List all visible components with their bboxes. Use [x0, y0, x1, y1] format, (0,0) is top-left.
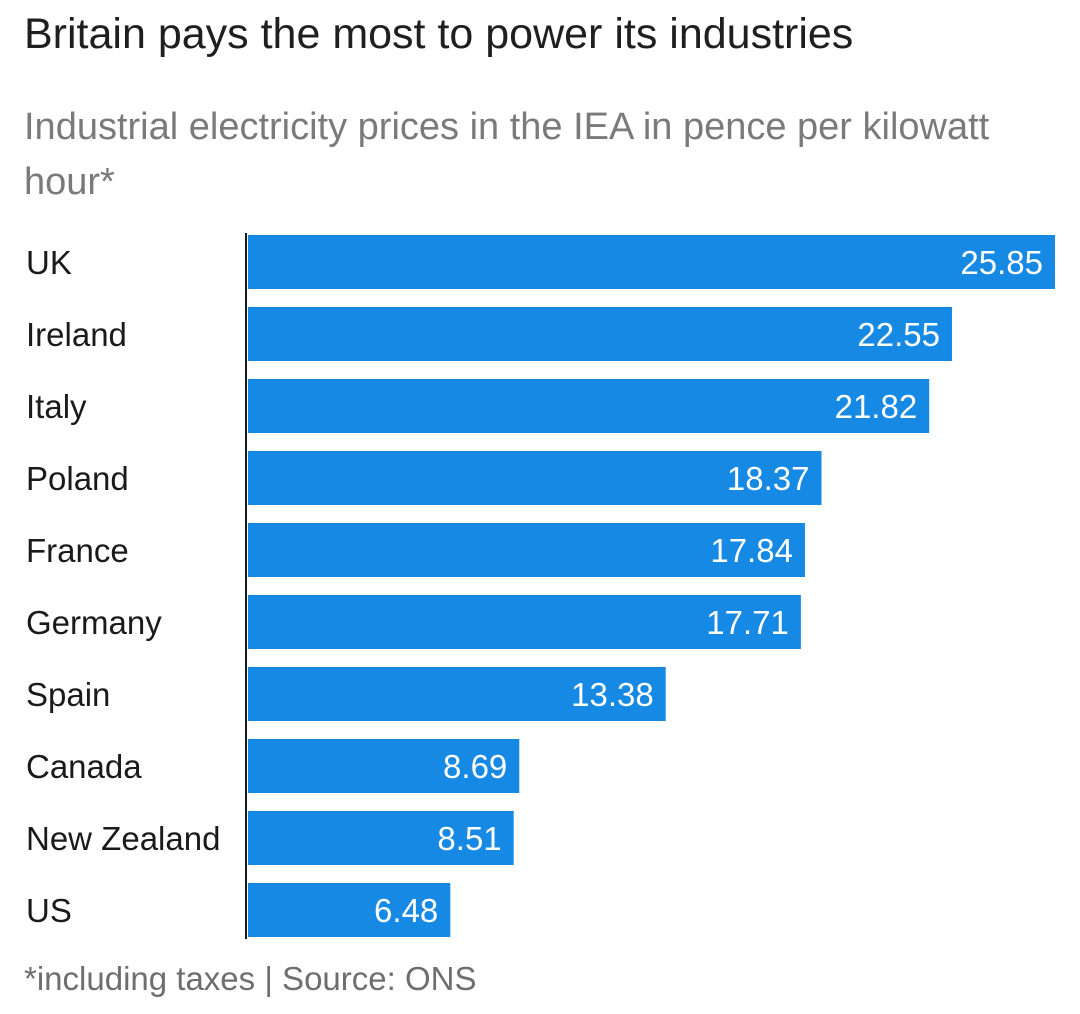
chart-subtitle: Industrial electricity prices in the IEA… — [24, 106, 990, 203]
bar — [248, 667, 666, 721]
bar — [248, 523, 805, 577]
bar-value-label: 17.84 — [710, 532, 793, 569]
category-label: Ireland — [26, 316, 127, 353]
bar — [248, 739, 520, 793]
bar — [248, 235, 1055, 289]
category-label: US — [26, 892, 72, 929]
bar-value-label: 25.85 — [960, 244, 1043, 281]
bar-value-label: 8.51 — [437, 820, 501, 857]
category-label: New Zealand — [26, 820, 220, 857]
bar — [248, 451, 822, 505]
category-label: Germany — [26, 604, 162, 641]
category-label: France — [26, 532, 129, 569]
bar-value-label: 17.71 — [706, 604, 789, 641]
bar — [248, 595, 801, 649]
bar-value-label: 21.82 — [835, 388, 918, 425]
category-label: Spain — [26, 676, 110, 713]
chart-title: Britain pays the most to power its indus… — [24, 10, 854, 58]
bar — [248, 883, 451, 937]
bar — [248, 811, 514, 865]
bar-chart: UK 25.85 Ireland 22.55 Italy 21.82 Poland 18.37… — [0, 225, 1080, 945]
category-label: Canada — [26, 748, 142, 785]
bar-value-label: 18.37 — [727, 460, 810, 497]
category-label: Italy — [26, 388, 87, 425]
bar-value-label: 6.48 — [374, 892, 438, 929]
bar-value-label: 8.69 — [443, 748, 507, 785]
bar-value-label: 22.55 — [857, 316, 940, 353]
bar — [248, 379, 930, 433]
bar-value-label: 13.38 — [571, 676, 654, 713]
category-label: Poland — [26, 460, 129, 497]
category-label: UK — [26, 244, 72, 281]
bar-chart-svg: UK 25.85 Ireland 22.55 Italy 21.82 Poland 18.37… — [26, 233, 1055, 939]
bar — [248, 307, 952, 361]
footnote-source: *including taxes | Source: ONS — [24, 960, 477, 997]
